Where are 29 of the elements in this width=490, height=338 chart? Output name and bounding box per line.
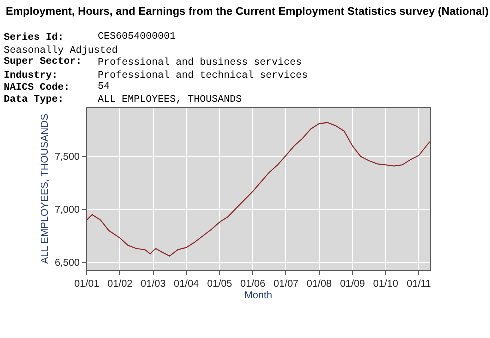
x-tick-label: 01/09 [340,279,366,290]
x-tick-label: 01/05 [207,279,233,290]
y-tick-label: 7,000 [54,205,80,216]
y-tick-label: 7,500 [54,152,80,164]
text: Professional and business services [98,57,302,69]
text: 54 [98,82,110,93]
text: Series Id: [4,32,64,44]
chart-title: Employment, Hours, and Earnings from the Current Employment Statistics survey (National) [6,6,490,18]
text: CES6054000001 [98,32,176,43]
y-tick-label: 6,500 [54,258,80,270]
line-series [87,122,430,257]
x-tick-label: 01/02 [108,279,134,290]
x-tick-label: 01/04 [174,279,200,290]
text: Industry: [4,70,58,82]
x-tick-label: 01/01 [74,279,100,290]
x-tick-label: 01/03 [140,279,166,290]
text: ALL EMPLOYEES, THOUSANDS [98,95,242,106]
text: Super Sector: [4,57,82,68]
x-tick-label: 01/08 [306,279,332,290]
x-tick-label: 01/10 [373,279,399,290]
text: NAICS Code: [4,82,70,94]
text: Professional and technical services [98,70,308,82]
x-tick-label: 01/07 [274,279,300,290]
y-axis-title: ALL EMPLOYEES, THOUSANDS [40,114,51,264]
x-axis-title: Month [244,290,272,302]
x-tick-label: 01/11 [406,279,432,290]
x-tick-label: 01/06 [240,279,266,290]
text: Data Type: [4,95,64,106]
text: Seasonally Adjusted [4,45,118,57]
